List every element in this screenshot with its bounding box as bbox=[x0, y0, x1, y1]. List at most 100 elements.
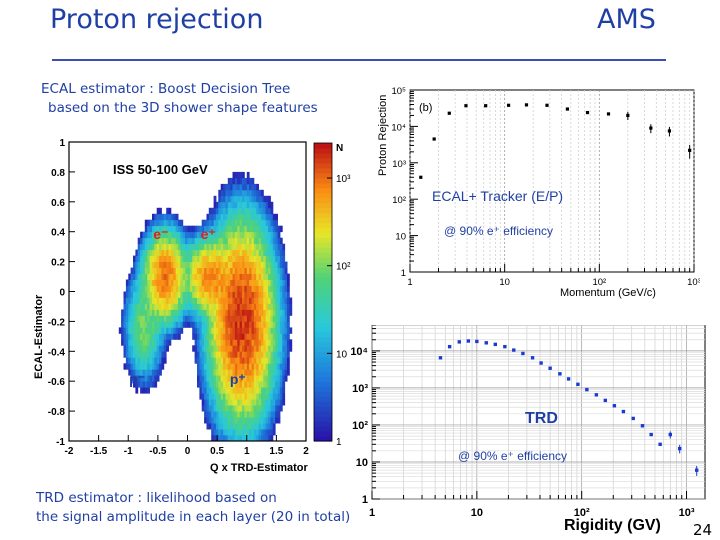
heatmap-cell bbox=[239, 381, 243, 388]
heatmap-cell bbox=[159, 345, 162, 352]
heatmap-cell bbox=[178, 279, 181, 286]
heatmap-cell bbox=[244, 249, 248, 256]
colorbar-segment bbox=[314, 217, 332, 224]
heatmap-cell bbox=[223, 201, 226, 209]
heatmap-cell bbox=[218, 189, 222, 197]
heatmap-cell bbox=[144, 369, 148, 376]
heatmap-cell bbox=[166, 231, 169, 239]
heatmap-cell bbox=[239, 327, 243, 334]
heatmap-cell bbox=[263, 315, 267, 322]
heatmap-cell bbox=[234, 195, 238, 203]
heatmap-cell bbox=[251, 231, 255, 239]
ecal-trd-heatmap: -2 -1.5 -1 -0.5 0 0.5 1 1.5 2-1-0.8-0.6-0.4-0.20… bbox=[33, 138, 351, 474]
heatmap-cell bbox=[142, 261, 146, 268]
heatmap-cell bbox=[215, 345, 219, 352]
heatmap-cell bbox=[135, 357, 139, 364]
heatmap-cell bbox=[230, 417, 233, 424]
heatmap-cell bbox=[144, 285, 148, 292]
data-point bbox=[558, 372, 562, 376]
heatmap-cell bbox=[154, 249, 158, 256]
heatmap-cell bbox=[287, 321, 290, 328]
heatmap-cell bbox=[284, 303, 288, 310]
heatmap-cell bbox=[223, 339, 226, 346]
heatmap-cell bbox=[242, 249, 245, 256]
heatmap-cell bbox=[163, 213, 167, 221]
heatmap-cell bbox=[244, 285, 248, 292]
heatmap-cell bbox=[149, 285, 153, 292]
heatmap-cell bbox=[282, 369, 286, 376]
heatmap-cell bbox=[215, 309, 219, 316]
heatmap-cell bbox=[215, 399, 219, 406]
heatmap-cell bbox=[246, 279, 250, 286]
heatmap-cell bbox=[268, 213, 271, 221]
heatmap-cell bbox=[279, 297, 283, 304]
heatmap-cell bbox=[152, 261, 155, 268]
heatmap-cell bbox=[256, 273, 259, 280]
heatmap-cell bbox=[270, 315, 274, 322]
heatmap-cell bbox=[258, 243, 262, 251]
heatmap-cell bbox=[232, 393, 236, 400]
heatmap-cell bbox=[275, 339, 278, 346]
heatmap-cell bbox=[220, 219, 224, 227]
heatmap-cell bbox=[218, 309, 222, 316]
heatmap-cell bbox=[244, 213, 248, 221]
data-point bbox=[530, 356, 535, 360]
heatmap-cell bbox=[187, 267, 191, 274]
heatmap-cell bbox=[147, 357, 150, 364]
colorbar-segment bbox=[314, 371, 332, 378]
heatmap-cell bbox=[147, 345, 150, 352]
heatmap-cell bbox=[185, 315, 188, 322]
heatmap-cell bbox=[215, 327, 219, 334]
heatmap-cell bbox=[156, 333, 160, 340]
heatmap-cell bbox=[275, 291, 278, 298]
heatmap-cell bbox=[220, 225, 224, 233]
heatmap-cell bbox=[284, 333, 288, 340]
heatmap-cell bbox=[223, 405, 226, 412]
heatmap-cell bbox=[154, 237, 158, 245]
heatmap-cell bbox=[263, 255, 267, 262]
heatmap-cell bbox=[279, 339, 283, 346]
heatmap-cell bbox=[154, 297, 158, 304]
colorbar-segment bbox=[314, 401, 332, 407]
heatmap-cell bbox=[199, 327, 203, 334]
heatmap-cell bbox=[170, 267, 174, 274]
heatmap-cell bbox=[182, 249, 186, 256]
heatmap-cell bbox=[178, 333, 181, 340]
heatmap-cell bbox=[279, 291, 283, 298]
heatmap-cell bbox=[279, 315, 283, 322]
heatmap-cell bbox=[154, 261, 158, 268]
heatmap-cell bbox=[154, 231, 158, 239]
heatmap-cell bbox=[199, 225, 203, 233]
heatmap-cell bbox=[161, 339, 165, 346]
heatmap-cell bbox=[156, 243, 160, 251]
heatmap-cell bbox=[227, 177, 231, 185]
data-point bbox=[506, 103, 511, 107]
heatmap-cell bbox=[182, 303, 186, 310]
colorbar-segment bbox=[314, 421, 332, 427]
heatmap-cell bbox=[237, 339, 241, 346]
heatmap-cell bbox=[201, 321, 205, 328]
heatmap-cell bbox=[206, 219, 210, 227]
heatmap-cell bbox=[249, 327, 252, 334]
heatmap-cell bbox=[211, 429, 214, 436]
heatmap-cell bbox=[282, 387, 286, 394]
heatmap-cell bbox=[128, 327, 132, 334]
heatmap-cell bbox=[225, 351, 229, 358]
heatmap-cell bbox=[249, 225, 252, 233]
heatmap-cell bbox=[268, 279, 271, 286]
heatmap-cell bbox=[156, 279, 160, 286]
heatmap-cell bbox=[215, 267, 219, 274]
heatmap-cell bbox=[121, 315, 124, 322]
heatmap-cell bbox=[268, 345, 271, 352]
heatmap-cell bbox=[156, 255, 160, 262]
heatmap-cell bbox=[161, 297, 165, 304]
heatmap-cell bbox=[227, 327, 231, 334]
heatmap-cell bbox=[175, 249, 179, 256]
heatmap-cell bbox=[244, 303, 248, 310]
heatmap-cell bbox=[168, 327, 172, 334]
heatmap-cell bbox=[282, 357, 286, 364]
heatmap-cell bbox=[239, 411, 243, 418]
heatmap-cell bbox=[270, 207, 274, 215]
heatmap-cell bbox=[242, 195, 245, 203]
